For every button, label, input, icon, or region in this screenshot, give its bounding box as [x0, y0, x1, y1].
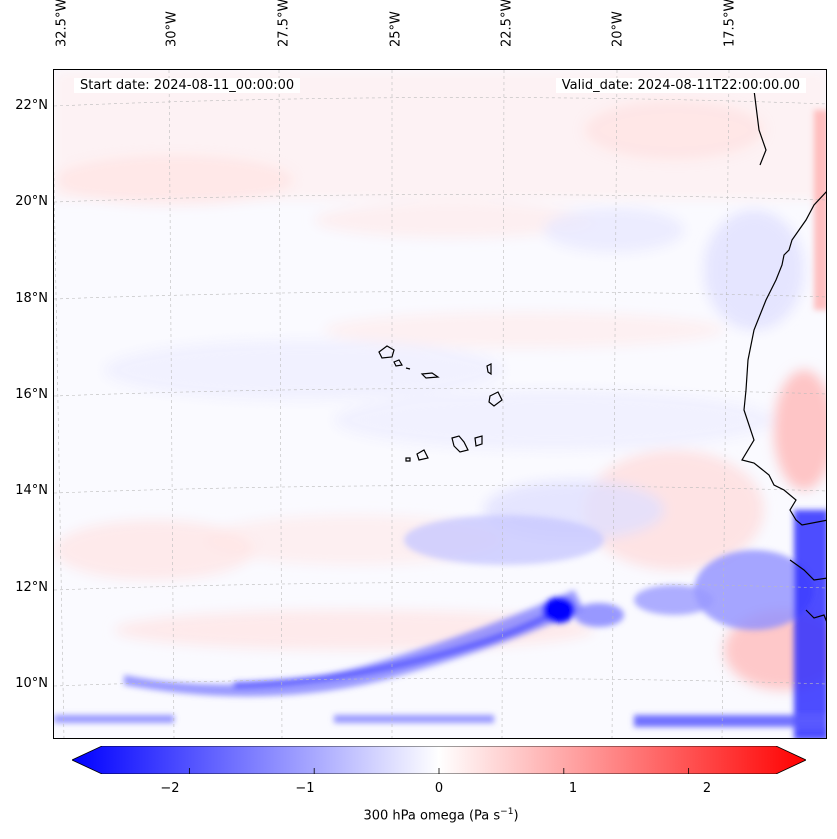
map-panel: Start date: 2024-08-11_00:00:00 Valid_da… [53, 69, 827, 739]
colorbar-tick-label: −2 [160, 781, 180, 796]
colorbar-tick-label: −1 [295, 781, 315, 796]
omega-field-map [54, 70, 826, 738]
colorbar-tick-label: 1 [568, 781, 578, 796]
lon-tick-label: 32.5°W [54, 0, 70, 47]
lon-tick-label: 22.5°W [499, 0, 515, 47]
lat-tick-label: 14°N [15, 483, 48, 498]
cape-verde-santo-antao [378, 345, 395, 359]
valid-date-label: Valid_date: 2024-08-11T22:00:00.00 [555, 78, 806, 93]
lon-tick-label: 30°W [164, 11, 180, 47]
lat-tick-label: 12°N [15, 580, 48, 595]
colorbar [72, 746, 806, 774]
lon-tick-label: 27.5°W [276, 0, 292, 47]
lat-tick-label: 16°N [15, 387, 48, 402]
lat-tick-label: 20°N [15, 194, 48, 209]
colorbar-tick-label: 2 [702, 781, 712, 796]
graticule [54, 70, 826, 738]
lat-tick-label: 10°N [15, 676, 48, 691]
start-date-label: Start date: 2024-08-11_00:00:00 [74, 78, 301, 93]
ascent-band [54, 110, 826, 738]
lat-tick-label: 18°N [15, 291, 48, 306]
africa-coast [741, 191, 826, 526]
colorbar-bar [72, 746, 806, 774]
colorbar-label: 300 hPa omega (Pa s−1) [363, 807, 519, 824]
lat-tick-label: 22°N [15, 98, 48, 113]
lon-tick-label: 25°W [388, 11, 404, 47]
lon-tick-label: 20°W [610, 11, 626, 47]
coastlines [378, 89, 826, 622]
colorbar-tick-label: 0 [434, 781, 444, 796]
lon-tick-label: 17.5°W [722, 0, 738, 47]
